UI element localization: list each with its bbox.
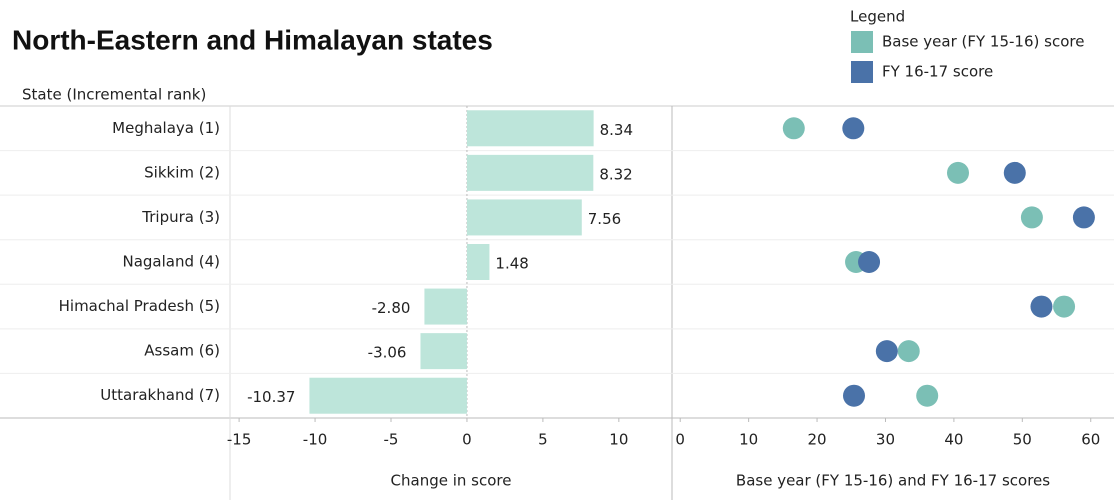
bar [466,154,594,191]
bar [420,333,467,370]
x-tick-label: -10 [303,431,328,449]
bar [309,377,467,414]
dot [1020,206,1043,229]
row-header: State (Incremental rank) [22,86,206,104]
row-label: Tripura (3) [141,208,220,226]
dot [782,117,805,140]
dot [1003,161,1026,184]
row-label: Sikkim (2) [144,163,220,181]
dot [858,251,881,273]
bar [466,244,490,280]
x-tick-label: 0 [462,431,472,449]
x-tick-label: 5 [538,431,548,449]
x-tick-label: 40 [944,431,963,449]
dot [897,340,920,363]
dot [875,340,898,363]
x-tick-label: 0 [675,431,685,449]
x-tick-label: -5 [384,431,399,449]
legend-swatch [851,31,873,53]
x-tick-label: -15 [227,431,252,449]
value-label: 8.32 [599,165,632,183]
value-label: 7.56 [588,210,621,228]
value-label: -2.80 [372,299,411,317]
dot [947,161,969,184]
row-label: Meghalaya (1) [112,119,220,137]
legend-swatch [851,61,873,83]
legend-label: Base year (FY 15-16) score [882,33,1084,51]
value-label: 1.48 [495,255,528,273]
row-label: Uttarakhand (7) [100,386,220,404]
chart-title: North-Eastern and Himalayan states [12,24,493,55]
x-tick-label: 60 [1081,431,1100,449]
x-tick-label: 50 [1013,431,1032,449]
x-axis-title: Base year (FY 15-16) and FY 16-17 scores [736,472,1050,490]
value-label: -3.06 [368,344,407,362]
x-tick-label: 10 [609,431,628,449]
dot [916,384,939,407]
dot [1030,295,1053,318]
value-label: 8.34 [600,121,633,139]
legend-label: FY 16-17 score [882,63,993,81]
x-tick-label: 10 [739,431,758,449]
bar [424,288,467,325]
value-label: -10.37 [247,388,295,406]
dot [843,384,865,407]
dot [1053,295,1076,318]
bar [466,199,582,236]
row-label: Himachal Pradesh (5) [59,297,220,315]
x-tick-label: 30 [876,431,895,449]
x-axis-title: Change in score [391,472,512,490]
legend-title: Legend [850,8,905,26]
row-label: Assam (6) [144,342,220,360]
x-tick-label: 20 [808,431,827,449]
dot [842,117,865,140]
row-label: Nagaland (4) [122,253,220,271]
bar [466,110,594,147]
dot [1072,206,1095,229]
